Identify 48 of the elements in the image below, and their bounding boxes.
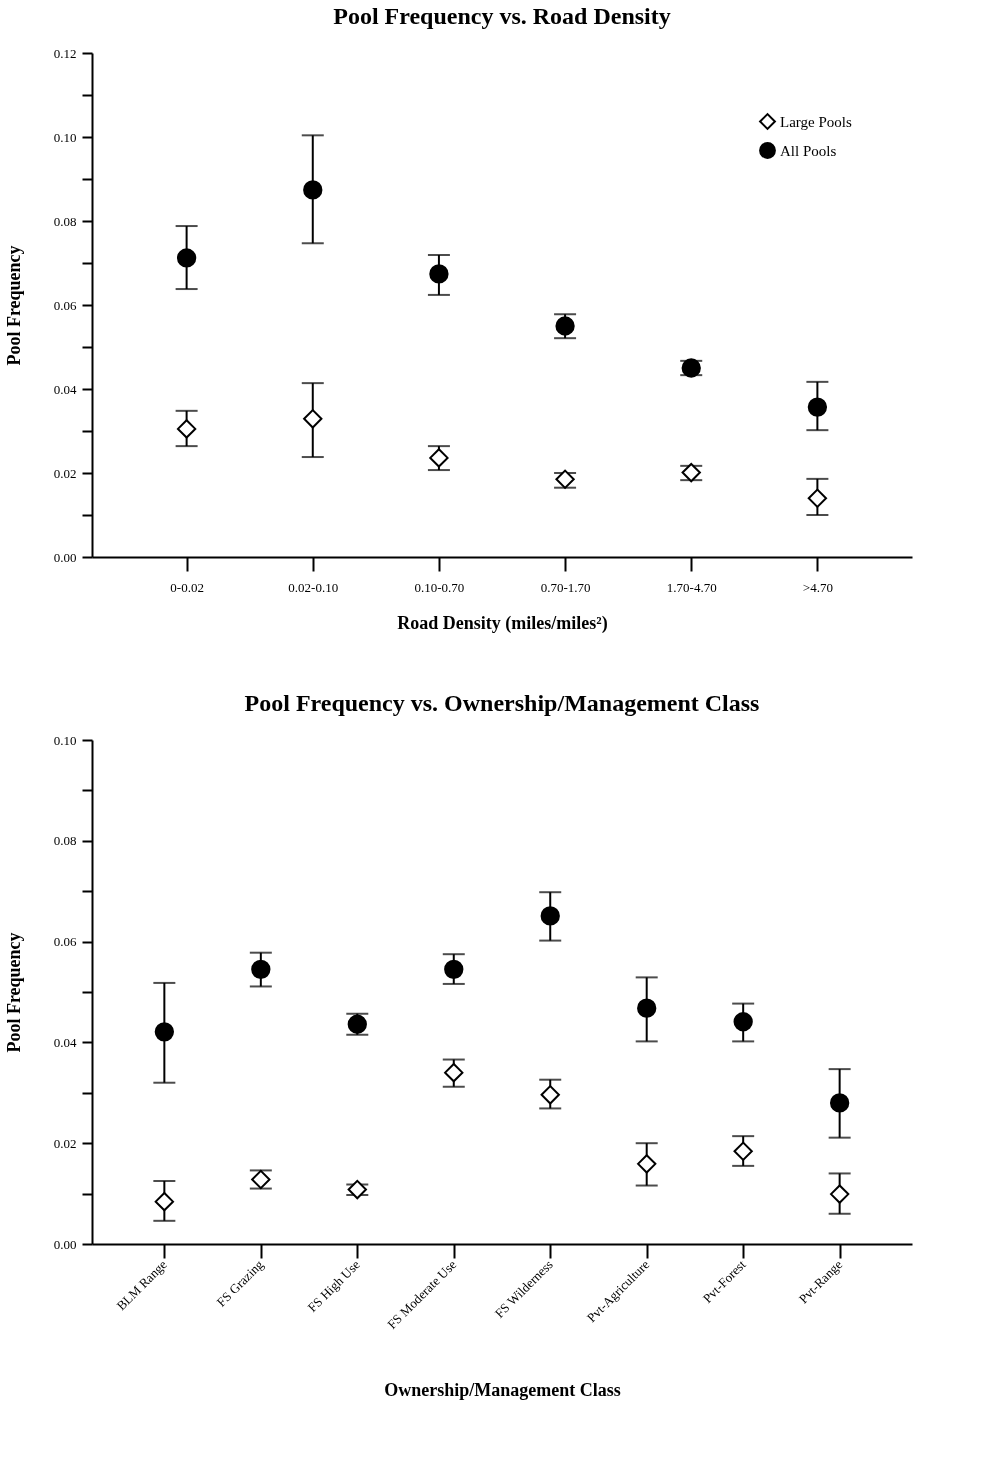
x-tick-label: 1.70-4.70: [666, 579, 717, 595]
chart-title: Pool Frequency vs. Ownership/Management Class: [244, 690, 760, 716]
y-tick-label: 0.08: [53, 833, 77, 849]
point: [829, 1093, 850, 1113]
y-tick-label: 0.10: [53, 129, 77, 145]
x-tick-label: 0.70-1.70: [540, 579, 591, 595]
x-tick-label: 0-0.02: [170, 579, 204, 595]
y-tick-label: 0.06: [53, 934, 77, 950]
point: [733, 1012, 753, 1032]
point: [251, 959, 271, 979]
y-tick-label: 0.10: [53, 732, 77, 748]
point: [429, 264, 449, 284]
y-tick-label: 0.08: [53, 213, 77, 229]
x-axis-title: Ownership/Management Class: [384, 1379, 621, 1400]
point: [637, 1154, 657, 1174]
x-tick-label: 0.10-0.70: [414, 579, 465, 595]
point: [540, 1085, 560, 1105]
point: [154, 1192, 175, 1212]
point: [829, 1184, 850, 1204]
point: [303, 409, 323, 429]
point: [733, 1141, 753, 1161]
point: [444, 959, 464, 979]
point: [807, 488, 828, 508]
y-axis-title: Pool Frequency: [3, 932, 24, 1053]
legend-label: All Pools: [780, 142, 837, 159]
y-axis-title: Pool Frequency: [3, 245, 24, 366]
x-tick-label: >4.70: [802, 579, 833, 595]
chart-title: Pool Frequency vs. Road Density: [333, 3, 671, 29]
legend-label: Large Pools: [780, 113, 852, 130]
point: [540, 906, 560, 926]
y-tick-label: 0.12: [53, 45, 77, 61]
point: [176, 419, 197, 439]
y-tick-label: 0.02: [53, 465, 77, 481]
y-tick-label: 0.04: [53, 1034, 77, 1050]
point: [154, 1022, 175, 1042]
point: [176, 248, 197, 268]
y-tick-label: 0.06: [53, 297, 77, 313]
point: [303, 180, 323, 200]
y-tick-label: 0.04: [53, 381, 77, 397]
x-tick-label: 0.02-0.10: [288, 579, 339, 595]
point: [637, 998, 657, 1018]
y-tick-label: 0.02: [53, 1135, 77, 1151]
x-axis-title: Road Density (miles/miles²): [397, 612, 608, 634]
y-tick-label: 0.00: [53, 549, 77, 565]
x-tick-label: FS High Use: [304, 1256, 363, 1315]
point: [807, 397, 828, 417]
y-tick-label: 0.00: [53, 1236, 77, 1252]
point: [444, 1062, 464, 1083]
